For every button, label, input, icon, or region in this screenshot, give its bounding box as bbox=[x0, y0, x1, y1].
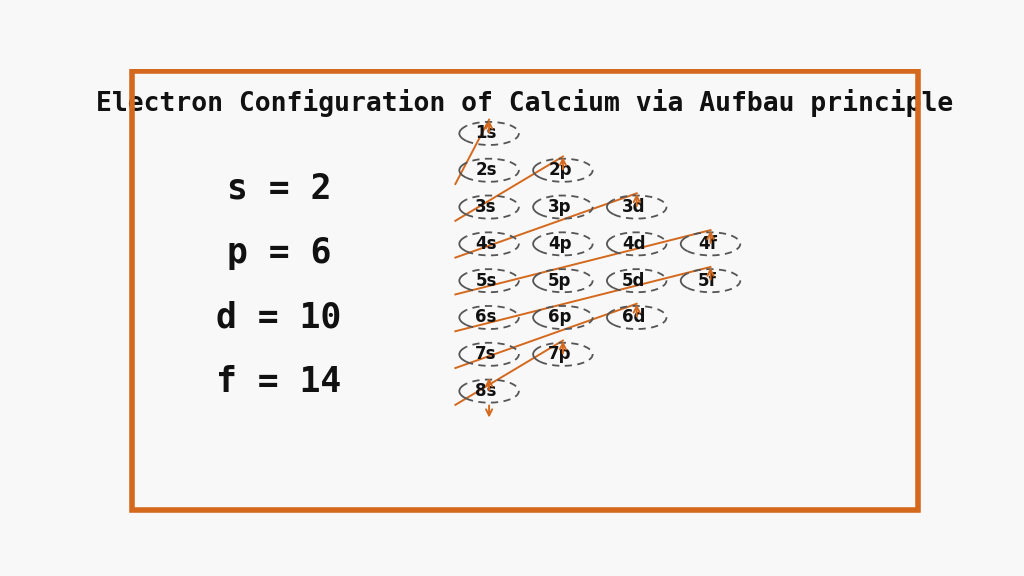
Text: 4d: 4d bbox=[622, 235, 645, 253]
Text: 5f: 5f bbox=[698, 272, 717, 290]
Text: 3d: 3d bbox=[622, 198, 645, 216]
Text: 5d: 5d bbox=[622, 272, 645, 290]
Text: 5p: 5p bbox=[548, 272, 571, 290]
Text: 6p: 6p bbox=[548, 309, 571, 327]
Text: 6s: 6s bbox=[475, 309, 497, 327]
Text: 3s: 3s bbox=[475, 198, 497, 216]
Text: d = 10: d = 10 bbox=[216, 301, 341, 335]
Text: 4s: 4s bbox=[475, 235, 497, 253]
Text: 2p: 2p bbox=[548, 161, 571, 179]
Text: 4p: 4p bbox=[548, 235, 571, 253]
Text: 3p: 3p bbox=[548, 198, 571, 216]
Text: 7s: 7s bbox=[475, 345, 497, 363]
Text: f = 14: f = 14 bbox=[216, 365, 341, 399]
Text: p = 6: p = 6 bbox=[226, 236, 331, 270]
Text: 4f: 4f bbox=[698, 235, 717, 253]
Text: 8s: 8s bbox=[475, 382, 497, 400]
Text: 2s: 2s bbox=[475, 161, 497, 179]
Text: 7p: 7p bbox=[548, 345, 571, 363]
Text: Electron Configuration of Calcium via Aufbau principle: Electron Configuration of Calcium via Au… bbox=[96, 89, 953, 117]
Text: 5s: 5s bbox=[475, 272, 497, 290]
Text: 1s: 1s bbox=[475, 124, 497, 142]
Text: s = 2: s = 2 bbox=[226, 172, 331, 206]
Text: 6d: 6d bbox=[622, 309, 645, 327]
